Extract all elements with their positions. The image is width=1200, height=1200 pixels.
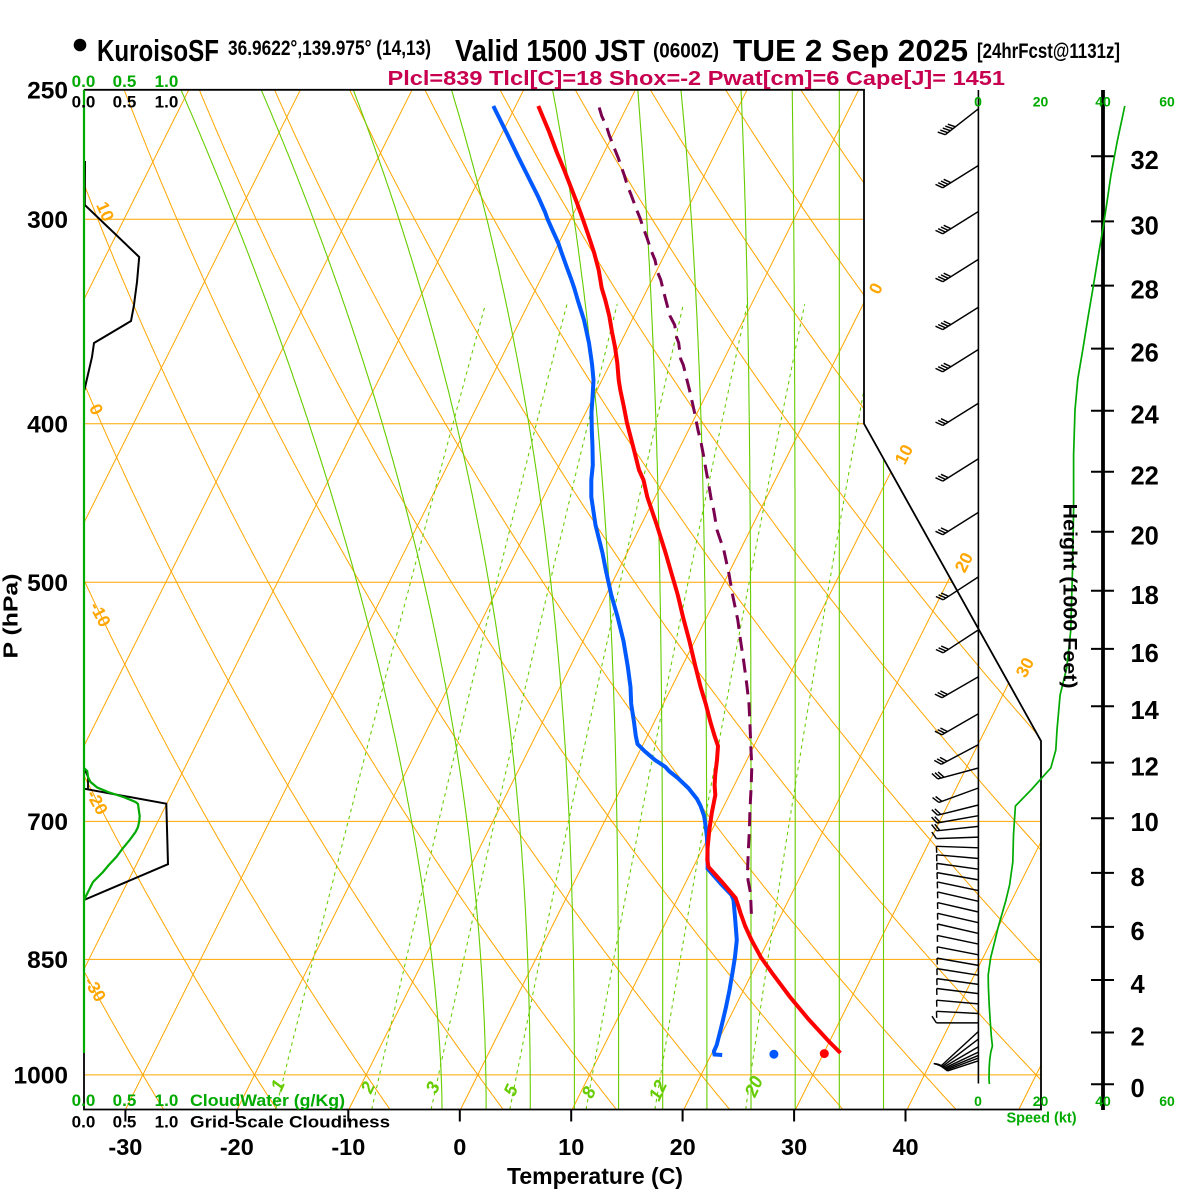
svg-text:40: 40 [1095,1093,1111,1109]
svg-text:1.0: 1.0 [155,1112,179,1131]
svg-text:12: 12 [1131,754,1159,782]
svg-text:36.9622°,139.975° (14,13): 36.9622°,139.975° (14,13) [228,37,431,60]
svg-text:-20: -20 [220,1134,254,1160]
svg-text:8: 8 [1131,864,1145,892]
svg-text:0.5: 0.5 [113,1091,137,1110]
svg-text:20: 20 [1131,523,1159,551]
svg-text:Valid 1500 JST: Valid 1500 JST [455,33,645,68]
svg-text:60: 60 [1159,94,1175,110]
svg-text:20: 20 [670,1134,696,1160]
svg-text:20: 20 [1033,1093,1049,1109]
svg-text:0.0: 0.0 [72,1112,96,1131]
svg-text:CloudWater (g/Kg): CloudWater (g/Kg) [190,1091,345,1110]
svg-text:14: 14 [1131,697,1160,725]
svg-text:10: 10 [558,1134,584,1160]
svg-text:[24hrFcst@1131z]: [24hrFcst@1131z] [977,40,1120,63]
svg-text:0.5: 0.5 [113,72,137,91]
svg-text:Height (1000 Feet): Height (1000 Feet) [1059,504,1080,689]
svg-text:32: 32 [1131,147,1159,175]
svg-text:0.5: 0.5 [113,1112,137,1131]
svg-text:1.0: 1.0 [155,72,179,91]
svg-text:TUE 2 Sep 2025: TUE 2 Sep 2025 [733,33,968,68]
svg-text:-10: -10 [331,1134,365,1160]
svg-text:Temperature (C): Temperature (C) [507,1163,683,1189]
svg-text:0.5: 0.5 [113,93,137,112]
svg-text:28: 28 [1131,277,1159,305]
svg-text:30: 30 [1131,212,1159,240]
svg-text:850: 850 [27,947,68,974]
svg-text:-30: -30 [108,1134,142,1160]
svg-text:60: 60 [1159,1093,1175,1109]
svg-text:0: 0 [974,94,982,110]
svg-text:40: 40 [1095,94,1111,110]
svg-text:700: 700 [27,809,68,836]
svg-text:18: 18 [1131,582,1159,610]
svg-text:Plcl=839 Tlcl[C]=18 Shox=-2 Pw: Plcl=839 Tlcl[C]=18 Shox=-2 Pwat[cm]=6 C… [388,67,1005,90]
svg-text:40: 40 [892,1134,918,1160]
svg-text:6: 6 [1131,918,1145,946]
svg-text:(0600Z): (0600Z) [653,40,719,63]
svg-text:1.0: 1.0 [155,93,179,112]
svg-text:0: 0 [1131,1075,1145,1103]
svg-text:0.0: 0.0 [72,93,96,112]
svg-text:10: 10 [1131,809,1159,837]
svg-text:0.0: 0.0 [72,72,96,91]
svg-text:0: 0 [974,1093,982,1109]
svg-text:2: 2 [1131,1024,1145,1052]
svg-text:Speed (kt): Speed (kt) [1006,1111,1076,1127]
svg-text:0.0: 0.0 [72,1091,96,1110]
svg-text:KuroisoSF: KuroisoSF [97,33,219,68]
svg-text:500: 500 [27,570,68,597]
svg-text:0: 0 [453,1134,466,1160]
svg-text:30: 30 [781,1134,807,1160]
svg-text:P (hPa): P (hPa) [1,574,23,659]
svg-text:24: 24 [1131,402,1160,430]
svg-text:22: 22 [1131,463,1159,491]
svg-text:250: 250 [27,78,68,105]
svg-text:16: 16 [1131,640,1159,668]
svg-text:26: 26 [1131,340,1159,368]
svg-text:4: 4 [1131,971,1146,999]
svg-text:20: 20 [1033,94,1049,110]
svg-text:1.0: 1.0 [155,1091,179,1110]
svg-text:300: 300 [27,207,68,234]
svg-text:400: 400 [27,412,68,439]
svg-text:Grid-Scale Cloudiness: Grid-Scale Cloudiness [190,1112,390,1131]
svg-text:1000: 1000 [13,1063,68,1090]
